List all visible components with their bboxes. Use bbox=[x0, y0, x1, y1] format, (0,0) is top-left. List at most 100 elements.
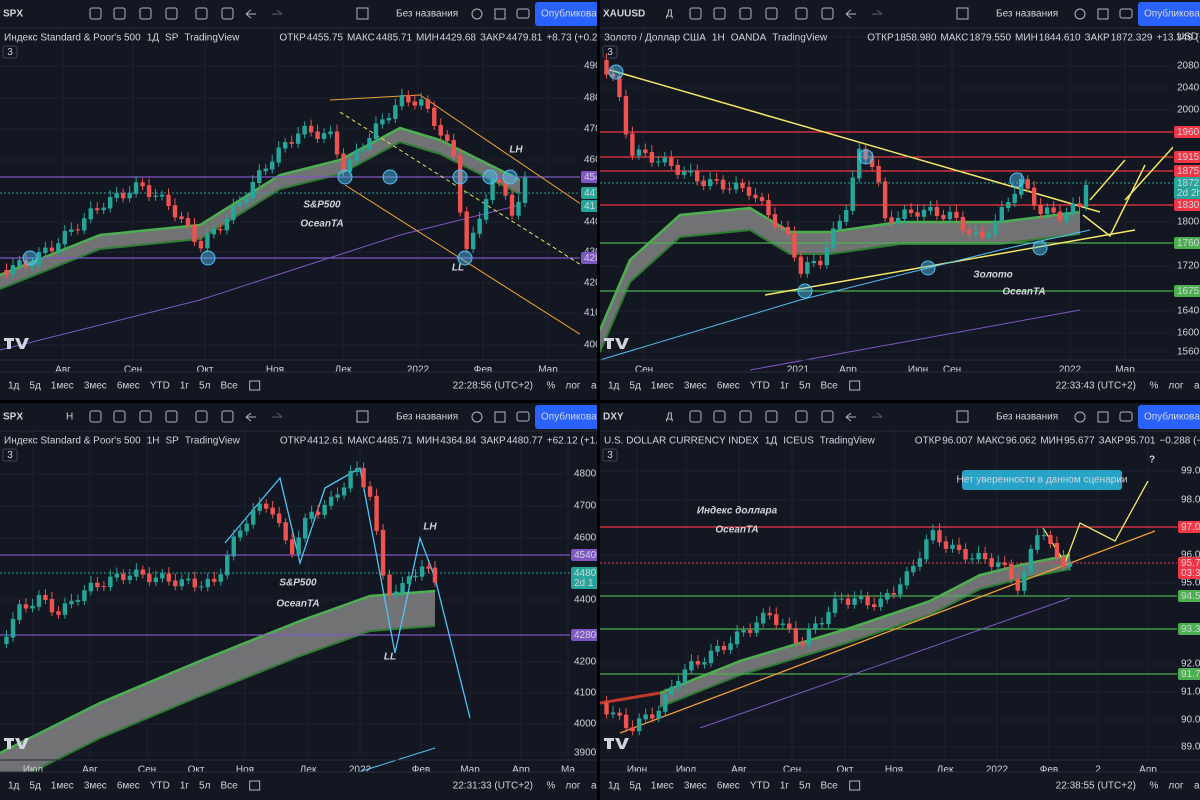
publish-text[interactable]: Опубликова bbox=[541, 8, 597, 20]
tool-icon[interactable] bbox=[113, 410, 126, 423]
range-button[interactable]: 5л bbox=[199, 381, 211, 392]
symbol[interactable]: SPX bbox=[3, 9, 23, 20]
range-button[interactable]: 1г bbox=[780, 381, 790, 392]
indicator-count[interactable]: 3 bbox=[7, 450, 13, 461]
publish-button[interactable] bbox=[1138, 2, 1200, 26]
publish-text[interactable]: Опубликова bbox=[1144, 8, 1200, 20]
publish-button[interactable] bbox=[535, 405, 597, 429]
percent-toggle[interactable]: % bbox=[547, 381, 556, 392]
camera-icon[interactable] bbox=[1119, 411, 1133, 422]
range-button[interactable]: 1г bbox=[780, 781, 790, 792]
range-button[interactable]: 5л bbox=[799, 381, 811, 392]
fullscreen-icon[interactable] bbox=[1097, 411, 1109, 423]
range-button[interactable]: 1г bbox=[180, 381, 190, 392]
undo-icon[interactable] bbox=[845, 412, 856, 422]
tool-icon[interactable] bbox=[821, 7, 834, 20]
range-button[interactable]: 3мес bbox=[684, 381, 707, 392]
range-button[interactable]: 6мес bbox=[717, 381, 740, 392]
layout-icon[interactable] bbox=[956, 410, 969, 423]
fullscreen-icon[interactable] bbox=[494, 8, 506, 20]
log-toggle[interactable]: лог bbox=[565, 381, 581, 392]
range-button[interactable]: 1д bbox=[608, 381, 620, 392]
tool-icon[interactable] bbox=[689, 7, 702, 20]
range-button[interactable]: 1мес bbox=[651, 781, 674, 792]
tool-icon[interactable] bbox=[765, 7, 778, 20]
symbol[interactable]: DXY bbox=[603, 412, 624, 423]
tool-icon[interactable] bbox=[821, 410, 834, 423]
range-button[interactable]: YTD bbox=[150, 781, 170, 792]
indicator-count-box[interactable] bbox=[602, 448, 618, 462]
percent-toggle[interactable]: % bbox=[1150, 381, 1159, 392]
tool-icon[interactable] bbox=[139, 7, 152, 20]
undo-icon[interactable] bbox=[845, 9, 856, 19]
publish-button[interactable] bbox=[1138, 405, 1200, 429]
range-button[interactable]: 5л bbox=[199, 781, 211, 792]
tool-icon[interactable] bbox=[113, 7, 126, 20]
tool-icon[interactable] bbox=[221, 410, 234, 423]
indicator-count-box[interactable] bbox=[602, 45, 618, 59]
percent-toggle[interactable]: % bbox=[1150, 781, 1159, 792]
tool-icon[interactable] bbox=[165, 410, 178, 423]
indicator-count-box[interactable] bbox=[2, 45, 18, 59]
range-button[interactable]: YTD bbox=[750, 781, 770, 792]
tool-icon[interactable] bbox=[195, 7, 208, 20]
publish-button[interactable] bbox=[535, 2, 597, 26]
tool-icon[interactable] bbox=[89, 7, 102, 20]
log-toggle[interactable]: лог bbox=[1168, 781, 1184, 792]
range-button[interactable]: 5д bbox=[629, 781, 641, 792]
layout-name[interactable]: Без названия bbox=[396, 412, 458, 423]
range-button[interactable]: 3мес bbox=[84, 781, 107, 792]
layout-icon[interactable] bbox=[356, 410, 369, 423]
log-toggle[interactable]: лог bbox=[565, 781, 581, 792]
auto-toggle[interactable]: ав bbox=[1194, 381, 1200, 392]
tool-icon[interactable] bbox=[195, 410, 208, 423]
symbol[interactable]: SPX bbox=[3, 412, 23, 423]
settings-icon[interactable] bbox=[471, 8, 483, 20]
camera-icon[interactable] bbox=[1119, 8, 1133, 19]
range-button[interactable]: 5л bbox=[799, 781, 811, 792]
camera-icon[interactable] bbox=[516, 8, 530, 19]
settings-icon[interactable] bbox=[1074, 411, 1086, 423]
tool-icon[interactable] bbox=[221, 7, 234, 20]
tool-icon[interactable] bbox=[689, 410, 702, 423]
percent-toggle[interactable]: % bbox=[547, 781, 556, 792]
tool-icon[interactable] bbox=[713, 410, 726, 423]
calendar-icon[interactable] bbox=[849, 780, 861, 791]
undo-icon[interactable] bbox=[245, 412, 256, 422]
interval[interactable]: Д bbox=[666, 9, 673, 20]
range-button[interactable]: 5д bbox=[629, 381, 641, 392]
range-button[interactable]: 1мес bbox=[651, 381, 674, 392]
range-button[interactable]: 1г bbox=[180, 781, 190, 792]
range-button[interactable]: 1мес bbox=[51, 781, 74, 792]
tool-icon[interactable] bbox=[765, 410, 778, 423]
auto-toggle[interactable]: ав bbox=[1194, 781, 1200, 792]
undo-icon[interactable] bbox=[245, 9, 256, 19]
calendar-icon[interactable] bbox=[849, 380, 861, 391]
range-button[interactable]: 3мес bbox=[684, 781, 707, 792]
layout-icon[interactable] bbox=[356, 7, 369, 20]
interval[interactable]: Н bbox=[66, 412, 73, 423]
indicator-count[interactable]: 3 bbox=[7, 47, 13, 58]
tool-icon[interactable] bbox=[89, 410, 102, 423]
indicator-count[interactable]: 3 bbox=[607, 47, 613, 58]
range-button[interactable]: YTD bbox=[150, 381, 170, 392]
log-toggle[interactable]: лог bbox=[1168, 381, 1184, 392]
range-button[interactable]: Все bbox=[220, 381, 238, 392]
fullscreen-icon[interactable] bbox=[1097, 8, 1109, 20]
range-button[interactable]: 3мес bbox=[84, 381, 107, 392]
layout-name[interactable]: Без названия bbox=[396, 9, 458, 20]
range-button[interactable]: 6мес bbox=[717, 781, 740, 792]
range-button[interactable]: 1д bbox=[8, 381, 20, 392]
layout-name[interactable]: Без названия bbox=[996, 412, 1058, 423]
layout-name[interactable]: Без названия bbox=[996, 9, 1058, 20]
settings-icon[interactable] bbox=[471, 411, 483, 423]
symbol[interactable]: XAUUSD bbox=[603, 9, 645, 20]
range-button[interactable]: 1мес bbox=[51, 381, 74, 392]
fullscreen-icon[interactable] bbox=[494, 411, 506, 423]
tool-icon[interactable] bbox=[713, 7, 726, 20]
settings-icon[interactable] bbox=[1074, 8, 1086, 20]
camera-icon[interactable] bbox=[516, 411, 530, 422]
range-button[interactable]: 6мес bbox=[117, 381, 140, 392]
tool-icon[interactable] bbox=[165, 7, 178, 20]
indicator-count-box[interactable] bbox=[2, 448, 18, 462]
